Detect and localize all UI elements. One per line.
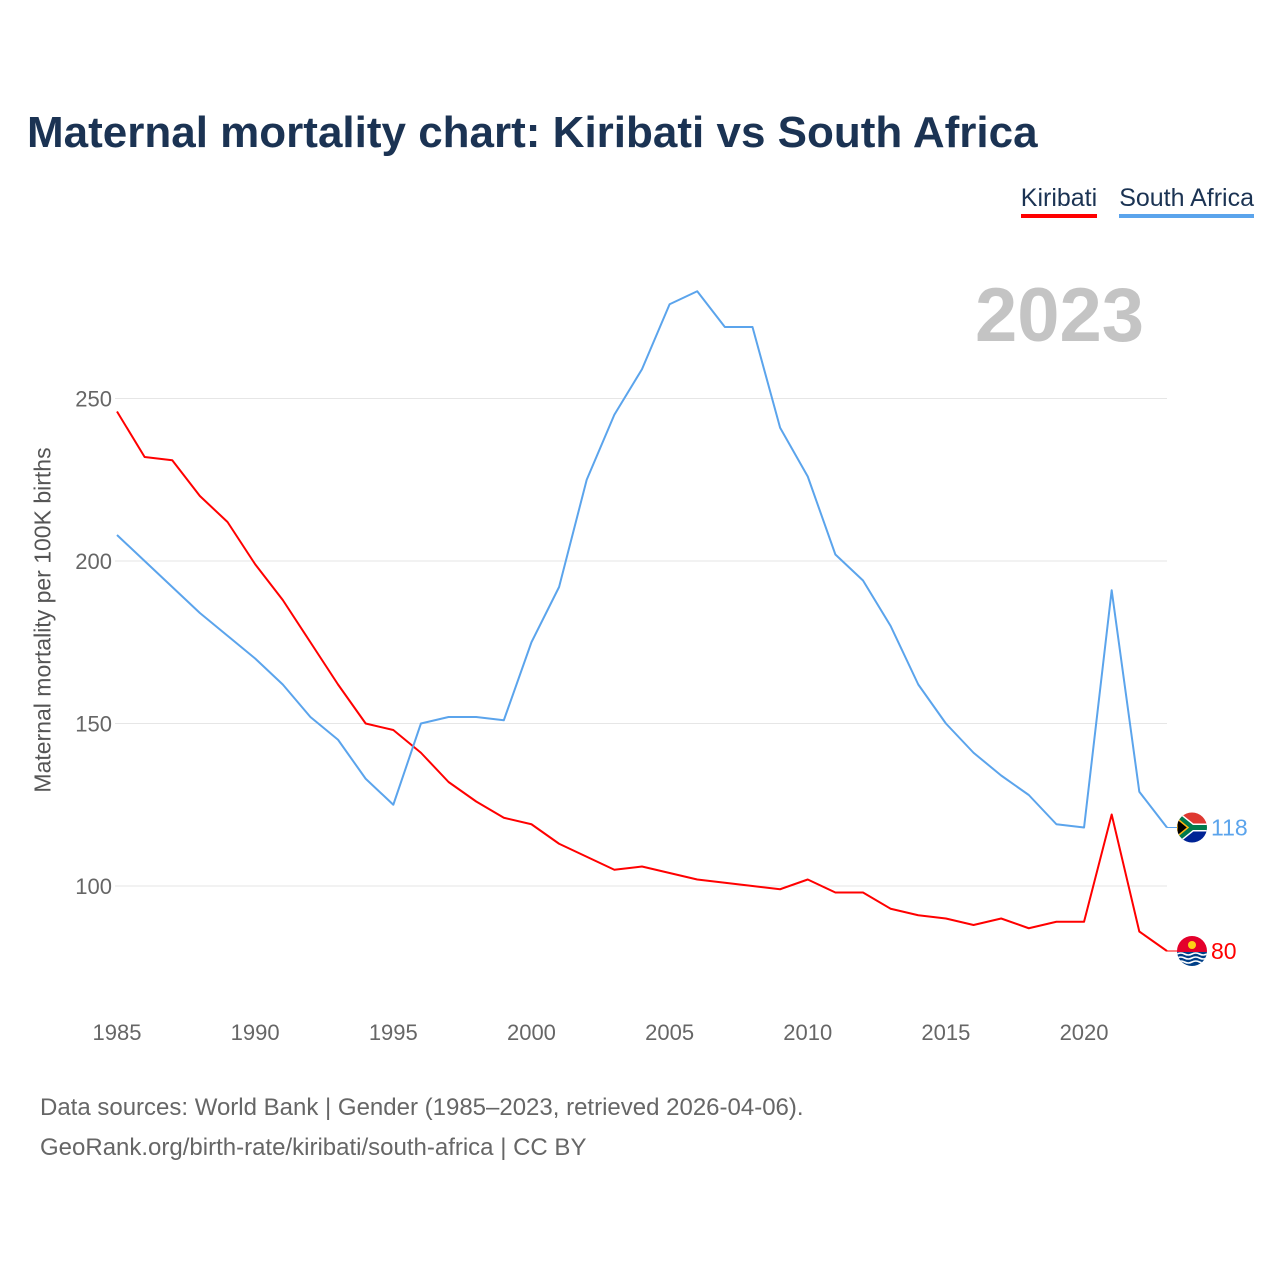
kiribati-flag-icon — [1177, 936, 1207, 966]
x-tick-label: 2010 — [783, 1020, 832, 1045]
footer: Data sources: World Bank | Gender (1985–… — [40, 1088, 804, 1168]
legend-kiribati[interactable]: Kiribati — [1020, 184, 1098, 218]
y-tick-label: 200 — [75, 549, 112, 574]
south-africa-flag-icon — [1177, 812, 1207, 843]
x-tick-label: 1995 — [369, 1020, 418, 1045]
end-value-label: 80 — [1211, 938, 1237, 964]
x-tick-label: 2015 — [921, 1020, 970, 1045]
footer-link[interactable]: GeoRank.org/birth-rate/kiribati/south-af… — [40, 1134, 587, 1161]
series-line-south-africa — [116, 290, 1168, 829]
legend-south-africa[interactable]: South Africa — [1119, 184, 1254, 218]
flag-triangle — [1177, 816, 1190, 839]
legend: Kiribati South Africa — [1020, 184, 1254, 218]
y-tick-label: 250 — [75, 387, 112, 412]
x-tick-label: 2020 — [1060, 1020, 1109, 1045]
flag-sun — [1188, 941, 1196, 949]
series-line-kiribati — [116, 410, 1168, 952]
y-tick-label: 100 — [75, 874, 112, 899]
x-tick-label: 1985 — [93, 1020, 142, 1045]
x-tick-label: 2000 — [507, 1020, 556, 1045]
end-value-label: 118 — [1211, 815, 1248, 841]
flag-wave — [1177, 956, 1207, 960]
footer-sources: Data sources: World Bank | Gender (1985–… — [40, 1094, 804, 1121]
x-tick-label: 2005 — [645, 1020, 694, 1045]
flag-body — [1177, 812, 1207, 843]
y-tick-label: 150 — [75, 712, 112, 737]
x-tick-label: 1990 — [231, 1020, 280, 1045]
flag-body — [1177, 936, 1207, 966]
year-label: 2023 — [975, 273, 1145, 358]
chart-title: Maternal mortality chart: Kiribati vs So… — [27, 108, 1038, 157]
flag-wave — [1177, 952, 1207, 956]
